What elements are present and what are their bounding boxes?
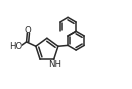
Text: NH: NH (48, 60, 62, 69)
Text: HO: HO (9, 42, 22, 51)
Text: O: O (24, 26, 31, 35)
